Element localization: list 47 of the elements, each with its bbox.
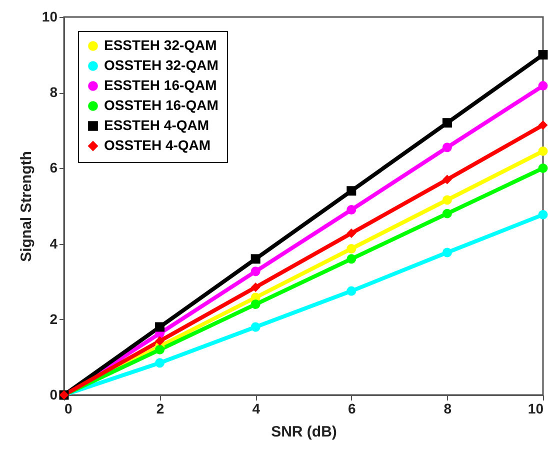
y-tick-label: 0: [50, 386, 58, 402]
point: [346, 254, 356, 264]
y-axis-title: Signal Strength: [18, 151, 35, 262]
x-tick-label: 0: [64, 400, 72, 416]
point: [442, 118, 452, 128]
point: [538, 50, 548, 60]
legend-label: OSSTEH 4-QAM: [104, 137, 211, 153]
point: [442, 174, 452, 184]
point: [250, 266, 260, 276]
legend-label: ESSTEH 16-QAM: [104, 77, 217, 93]
x-axis-title: SNR (dB): [271, 424, 337, 440]
y-tick-label: 8: [50, 84, 58, 100]
point: [538, 81, 548, 91]
x-tick-label: 8: [444, 400, 452, 416]
point: [442, 195, 452, 205]
point: [442, 208, 452, 218]
point: [442, 248, 452, 258]
point: [538, 163, 548, 173]
point: [155, 336, 165, 346]
x-tick-label: 6: [348, 400, 356, 416]
x-tick-label: 4: [252, 400, 260, 416]
point: [155, 358, 165, 368]
x-tick-label: 2: [156, 400, 164, 416]
legend-label: OSSTEH 16-QAM: [104, 97, 218, 113]
x-tick-label: 10: [528, 400, 544, 416]
point: [346, 228, 356, 238]
point: [538, 146, 548, 156]
point: [250, 322, 260, 332]
y-tick-label: 10: [42, 8, 58, 24]
point: [155, 322, 165, 332]
y-tick-label: 4: [50, 235, 58, 252]
point: [250, 300, 260, 310]
legend-label: ESSTEH 32-QAM: [104, 37, 217, 53]
point: [346, 205, 356, 215]
y-tick-label: 2: [50, 310, 58, 327]
point: [346, 244, 356, 254]
legend-label: ESSTEH 4-QAM: [104, 117, 210, 133]
y-tick-label: 6: [50, 160, 58, 176]
point: [538, 210, 548, 220]
point: [346, 286, 356, 296]
point: [346, 186, 356, 196]
point: [250, 282, 260, 292]
point: [538, 120, 548, 130]
legend-label: OSSTEH 32-QAM: [104, 57, 218, 73]
point: [250, 254, 260, 264]
point: [155, 344, 165, 354]
point: [442, 142, 452, 152]
